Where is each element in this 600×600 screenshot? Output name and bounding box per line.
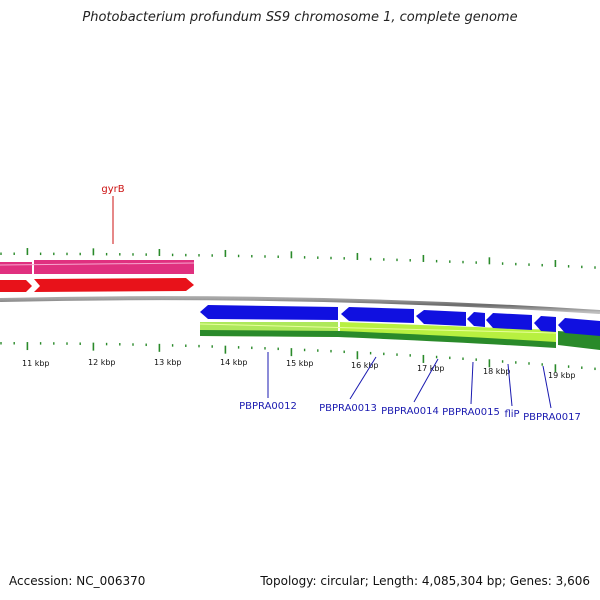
forward-cds-arrow[interactable] xyxy=(0,280,32,292)
genome-summary-text: Topology: circular; Length: 4,085,304 bp… xyxy=(260,574,590,588)
reverse-gene-highlight xyxy=(199,323,557,334)
fliP-leader-line xyxy=(507,363,513,407)
reverse-cds-arrow[interactable] xyxy=(558,318,600,336)
scale-label: 19 kbp xyxy=(548,371,576,380)
PBPRA0014-cds-arrow[interactable] xyxy=(416,310,466,326)
PBPRA0013-cds-arrow[interactable] xyxy=(341,307,414,323)
gene-label-gyrB[interactable]: gyrB xyxy=(101,184,124,195)
PBPRA0015-leader-line xyxy=(470,361,474,405)
scale-label: 14 kbp xyxy=(220,358,248,367)
forward-misc-highlight xyxy=(0,262,195,266)
PBPRA0013-leader-line xyxy=(349,356,377,400)
gene-label-PBPRA0014[interactable]: PBPRA0014 xyxy=(381,406,439,417)
scale-label: 16 kbp xyxy=(351,361,379,370)
reverse-gene-band[interactable] xyxy=(558,331,600,350)
gene-labels: gyrB PBPRA0012 PBPRA0013 PBPRA0014 PBPRA… xyxy=(101,184,581,423)
scale-labels: 11 kbp 12 kbp 13 kbp 14 kbp 15 kbp 16 kb… xyxy=(22,358,576,380)
scale-label: 17 kbp xyxy=(417,364,445,373)
outer-scale-ticks xyxy=(0,248,596,269)
scale-label: 12 kbp xyxy=(88,358,116,367)
PBPRA0017-cds-arrow[interactable] xyxy=(534,316,556,332)
reverse-cds-features xyxy=(200,305,600,336)
forward-cds-features xyxy=(0,278,194,292)
inner-scale-ticks xyxy=(0,342,596,373)
accession-text: Accession: NC_006370 xyxy=(9,574,146,588)
PBPRA0012-cds-arrow[interactable] xyxy=(200,305,338,320)
PBPRA0014-leader-line xyxy=(413,358,439,403)
gyrB-cds-arrow[interactable] xyxy=(34,278,194,292)
gene-label-PBPRA0015[interactable]: PBPRA0015 xyxy=(442,407,500,418)
scale-label: 13 kbp xyxy=(154,358,182,367)
reverse-gene-band-dark xyxy=(200,330,556,348)
fliP-cds-arrow[interactable] xyxy=(486,313,532,330)
gene-label-PBPRA0017[interactable]: PBPRA0017 xyxy=(523,412,581,423)
scale-label: 15 kbp xyxy=(286,359,314,368)
PBPRA0015-cds-arrow[interactable] xyxy=(467,312,485,327)
gene-label-fliP[interactable]: fliP xyxy=(504,409,519,420)
reverse-gene-features xyxy=(199,322,600,350)
forward-misc-segment[interactable] xyxy=(0,262,32,274)
forward-misc-segment[interactable] xyxy=(34,260,194,274)
scale-label: 11 kbp xyxy=(22,359,50,368)
gene-label-PBPRA0012[interactable]: PBPRA0012 xyxy=(239,401,297,412)
forward-misc-features xyxy=(0,260,195,274)
map-title: Photobacterium profundum SS9 chromosome … xyxy=(82,10,518,25)
gene-label-PBPRA0013[interactable]: PBPRA0013 xyxy=(319,403,377,414)
PBPRA0017-leader-line xyxy=(542,365,552,409)
genome-backbone xyxy=(0,296,600,314)
scale-label: 18 kbp xyxy=(483,367,511,376)
